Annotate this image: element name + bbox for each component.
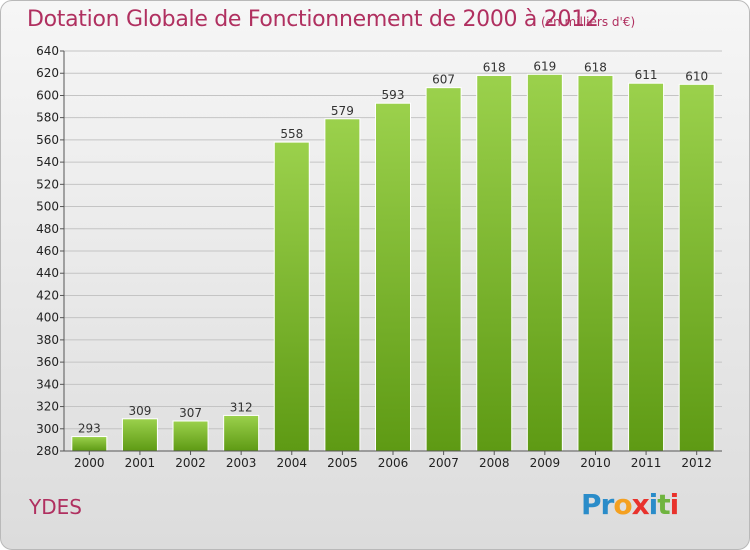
- bar-2010: [577, 74, 614, 452]
- data-label-2006: 593: [382, 88, 405, 102]
- y-tick-label: 540: [36, 155, 59, 169]
- x-tick-label: 2010: [580, 456, 611, 470]
- x-tick-label: 2005: [327, 456, 358, 470]
- y-tick-label: 320: [36, 400, 59, 414]
- bar-2003: [223, 414, 260, 452]
- proxiti-logo[interactable]: Proxiti: [581, 488, 680, 521]
- y-tick-label: 480: [36, 222, 59, 236]
- x-tick-label: 2002: [175, 456, 206, 470]
- y-tick-label: 620: [36, 66, 59, 80]
- y-tick-label: 640: [36, 44, 59, 58]
- data-label-2008: 618: [483, 60, 506, 74]
- bar-2008: [476, 74, 513, 452]
- logo-letter: i: [669, 488, 680, 521]
- x-tick-label: 2006: [378, 456, 409, 470]
- logo-letter: P: [581, 488, 602, 521]
- bar-2000: [71, 436, 108, 452]
- y-tick-label: 360: [36, 355, 59, 369]
- x-axis: 2000 2001 2002 2003 2004 2005 2006 2007 2008 2009…: [64, 450, 722, 470]
- x-tick-label: 2008: [479, 456, 510, 470]
- y-tick-label: 520: [36, 177, 59, 191]
- logo-letter: r: [600, 488, 615, 521]
- data-label-2003: 312: [230, 400, 253, 414]
- x-tick-label: 2001: [125, 456, 156, 470]
- y-tick-label: 400: [36, 311, 59, 325]
- x-tick-label: 2007: [428, 456, 459, 470]
- bar-2002: [172, 420, 209, 452]
- y-tick-label: 600: [36, 88, 59, 102]
- y-tick-label: 460: [36, 244, 59, 258]
- bar-2004: [273, 141, 310, 452]
- bar-2011: [628, 82, 665, 452]
- logo-letter: i: [648, 488, 659, 521]
- data-label-2004: 558: [280, 127, 303, 141]
- y-tick-label: 500: [36, 200, 59, 214]
- chart-subtitle: (en milliers d'€): [541, 15, 636, 29]
- bar-2012: [678, 83, 715, 452]
- y-axis: 280 300 320 340 360 380 400 420 440 460 480 500 520 5…: [36, 44, 65, 458]
- commune-name: YDES: [29, 495, 82, 519]
- data-label-2009: 619: [533, 59, 556, 73]
- y-tick-label: 340: [36, 377, 59, 391]
- logo-letter: t: [657, 488, 670, 521]
- x-tick-label: 2000: [74, 456, 105, 470]
- bar-2005: [324, 118, 361, 452]
- bar-2001: [121, 418, 158, 452]
- x-tick-label: 2012: [681, 456, 712, 470]
- x-tick-label: 2003: [226, 456, 257, 470]
- x-tick-label: 2009: [530, 456, 561, 470]
- data-label-2001: 309: [128, 404, 151, 418]
- bar-2009: [526, 73, 563, 452]
- logo-letter: o: [613, 488, 632, 521]
- data-label-2005: 579: [331, 104, 354, 118]
- y-tick-label: 420: [36, 288, 59, 302]
- y-tick-label: 380: [36, 333, 59, 347]
- data-label-2007: 607: [432, 73, 455, 87]
- data-label-2011: 611: [635, 68, 658, 82]
- y-tick-label: 300: [36, 422, 59, 436]
- x-tick-label: 2004: [276, 456, 307, 470]
- data-label-2012: 610: [685, 69, 708, 83]
- chart-title: Dotation Globale de Fonctionnement de 20…: [27, 7, 599, 32]
- y-tick-label: 560: [36, 133, 59, 147]
- y-tick-label: 280: [36, 444, 59, 458]
- data-label-2000: 293: [78, 422, 101, 436]
- logo-letter: x: [631, 488, 650, 521]
- data-label-2010: 618: [584, 60, 607, 74]
- bar-2007: [425, 87, 462, 452]
- x-tick-label: 2011: [631, 456, 662, 470]
- bar-2006: [375, 102, 411, 452]
- data-label-2002: 307: [179, 406, 202, 420]
- y-tick-label: 440: [36, 266, 59, 280]
- y-tick-label: 580: [36, 111, 59, 125]
